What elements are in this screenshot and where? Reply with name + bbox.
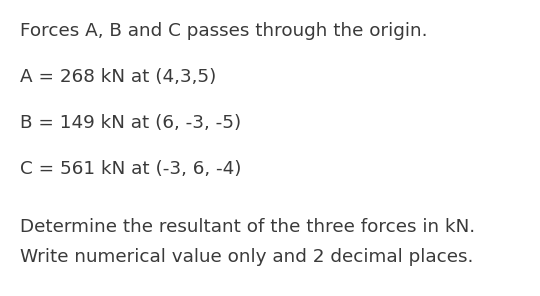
Text: Determine the resultant of the three forces in kN.: Determine the resultant of the three for… [20, 218, 475, 236]
Text: Forces A, B and C passes through the origin.: Forces A, B and C passes through the ori… [20, 22, 428, 40]
Text: B = 149 kN at (6, -3, -5): B = 149 kN at (6, -3, -5) [20, 114, 241, 132]
Text: Write numerical value only and 2 decimal places.: Write numerical value only and 2 decimal… [20, 248, 474, 266]
Text: C = 561 kN at (-3, 6, -4): C = 561 kN at (-3, 6, -4) [20, 160, 241, 178]
Text: A = 268 kN at (4,3,5): A = 268 kN at (4,3,5) [20, 68, 217, 86]
